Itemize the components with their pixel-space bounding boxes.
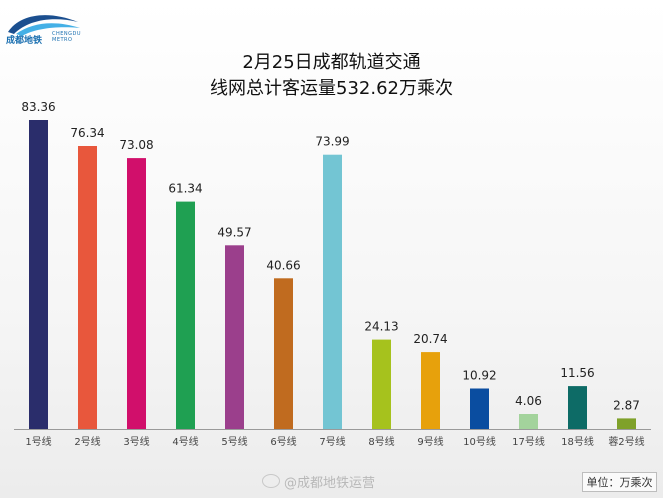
chart-title-line1: 2月25日成都轨道交通 <box>242 52 421 73</box>
bar <box>127 158 146 429</box>
category-label: 1号线 <box>25 435 51 448</box>
data-label: 24.13 <box>364 320 398 334</box>
category-label: 6号线 <box>270 435 296 448</box>
category-label: 9号线 <box>417 435 443 448</box>
metro-logo-subtext: CHENGDU METRO <box>52 31 81 43</box>
data-label: 11.56 <box>560 366 594 380</box>
data-label: 20.74 <box>413 332 447 346</box>
chart-title-line2: 线网总计客运量532.62万乘次 <box>210 78 453 99</box>
bar <box>29 120 48 429</box>
bar <box>323 154 342 429</box>
bar <box>225 245 244 429</box>
data-label: 4.06 <box>515 394 542 408</box>
data-label: 73.08 <box>119 138 153 152</box>
bar <box>421 352 440 429</box>
bar <box>372 339 391 429</box>
category-label: 4号线 <box>172 435 198 448</box>
unit-label: 单位：万乘次 <box>582 472 657 492</box>
data-label: 76.34 <box>70 126 104 140</box>
category-label: 18号线 <box>561 435 594 448</box>
category-label: 7号线 <box>319 435 345 448</box>
data-label: 73.99 <box>315 135 349 149</box>
category-label: 5号线 <box>221 435 247 448</box>
category-label: 17号线 <box>512 435 545 448</box>
category-label: 8号线 <box>368 435 394 448</box>
metro-logo-icon <box>8 15 80 36</box>
metro-logo <box>6 8 86 48</box>
bar <box>568 386 587 429</box>
category-label: 蓉2号线 <box>608 435 644 448</box>
data-label: 10.92 <box>462 369 496 383</box>
data-label: 61.34 <box>168 182 202 196</box>
weibo-icon <box>262 474 280 488</box>
data-label: 2.87 <box>613 398 640 412</box>
data-label: 49.57 <box>217 225 251 239</box>
data-label: 40.66 <box>266 258 300 272</box>
metro-logo-subtext-line1: CHENGDU <box>52 31 82 37</box>
bar <box>176 201 195 429</box>
category-label: 10号线 <box>463 435 496 448</box>
category-label: 2号线 <box>74 435 100 448</box>
metro-logo-text: 成都地铁 <box>6 36 43 46</box>
bar <box>78 146 97 429</box>
weibo-watermark: @成都地铁运营 <box>262 472 375 491</box>
data-label: 83.36 <box>21 100 55 114</box>
bar <box>274 278 293 429</box>
category-label: 3号线 <box>123 435 149 448</box>
weibo-watermark-text: @成都地铁运营 <box>284 476 376 491</box>
bar <box>470 388 489 429</box>
metro-logo-subtext-line2: METRO <box>52 37 73 43</box>
bar <box>519 414 538 429</box>
bar <box>617 418 636 429</box>
